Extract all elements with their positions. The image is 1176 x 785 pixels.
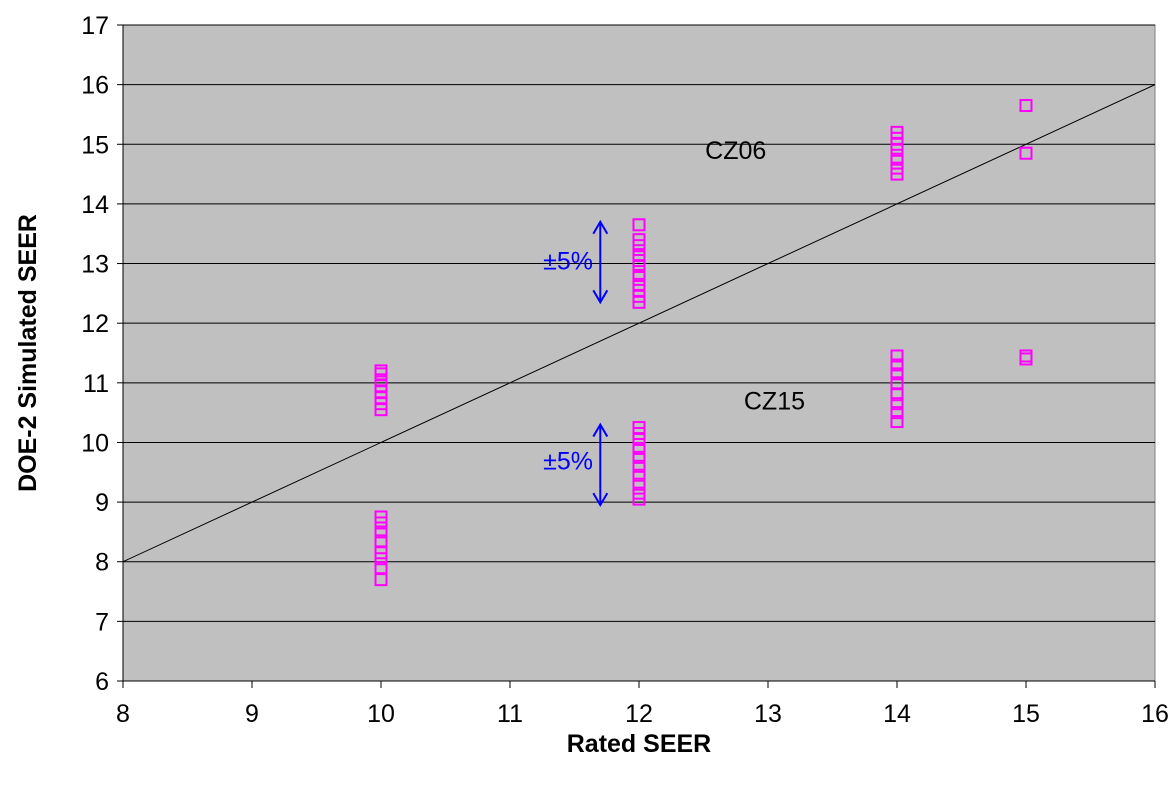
y-tick-label: 16	[81, 72, 109, 100]
data-point	[374, 510, 388, 524]
y-tick-label: 14	[81, 191, 109, 219]
y-tick-label: 12	[81, 310, 109, 338]
x-tick-label: 16	[1141, 700, 1169, 728]
data-point	[632, 477, 646, 491]
y-axis-title: DOE-2 Simulated SEER	[14, 214, 42, 492]
data-point	[632, 486, 646, 500]
data-point	[1019, 352, 1033, 366]
y-tick-label: 13	[81, 251, 109, 279]
data-point	[632, 233, 646, 247]
plot-area	[122, 24, 1156, 682]
data-point	[1019, 99, 1033, 113]
x-tick-label: 11	[497, 700, 523, 728]
range-arrowhead-down	[592, 492, 609, 508]
zone-label: CZ06	[705, 137, 766, 165]
reference-line-layer	[122, 84, 1156, 563]
data-point	[890, 125, 904, 139]
data-point	[890, 376, 904, 390]
y-tick-label: 17	[81, 12, 109, 40]
x-tick-label: 9	[245, 700, 259, 728]
data-point	[632, 421, 646, 435]
data-point	[890, 358, 904, 372]
data-point	[890, 415, 904, 429]
data-point	[632, 248, 646, 262]
data-point	[632, 450, 646, 464]
y-tick-label: 7	[95, 608, 109, 636]
x-tick-label: 8	[116, 700, 130, 728]
x-tick-label: 10	[367, 700, 395, 728]
data-point	[632, 218, 646, 232]
range-arrowhead-up	[592, 422, 609, 438]
x-axis-title: Rated SEER	[567, 730, 711, 758]
x-tick-label: 15	[1012, 700, 1040, 728]
data-point	[890, 349, 904, 363]
y-tick-label: 11	[83, 370, 109, 398]
annotations: CZ06 CZ15 ±5% ±5%	[543, 137, 805, 508]
data-point	[632, 268, 646, 282]
reference-line	[122, 84, 1156, 563]
range-arrowhead-up	[592, 219, 609, 235]
y-tick-label: 10	[81, 429, 109, 457]
data-point	[1019, 146, 1033, 160]
data-point	[374, 561, 388, 575]
data-points	[374, 99, 1033, 587]
data-point	[374, 364, 388, 378]
axes: 6 7 8 9 10 11 12 13 14 15 16 17 8 9 10 11 12 13 14 15 16	[81, 12, 1169, 728]
data-point	[632, 468, 646, 482]
y-tick-label: 8	[95, 549, 109, 577]
data-point	[632, 277, 646, 291]
zone-label: CZ15	[744, 388, 805, 416]
x-tick-label: 12	[625, 700, 653, 728]
data-point	[890, 397, 904, 411]
data-point	[890, 152, 904, 166]
y-tick-label: 6	[95, 668, 109, 696]
percent-label: ±5%	[543, 447, 593, 475]
data-point	[632, 441, 646, 455]
x-tick-label: 14	[883, 700, 911, 728]
percent-label: ±5%	[543, 248, 593, 276]
data-point	[890, 161, 904, 175]
x-tick-label: 13	[754, 700, 782, 728]
data-point	[374, 525, 388, 539]
range-arrowhead-down	[592, 289, 609, 305]
data-point	[890, 406, 904, 420]
y-tick-label: 9	[95, 489, 109, 517]
data-point	[632, 459, 646, 473]
y-tick-label: 15	[81, 131, 109, 159]
data-point	[374, 534, 388, 548]
data-point	[890, 367, 904, 381]
